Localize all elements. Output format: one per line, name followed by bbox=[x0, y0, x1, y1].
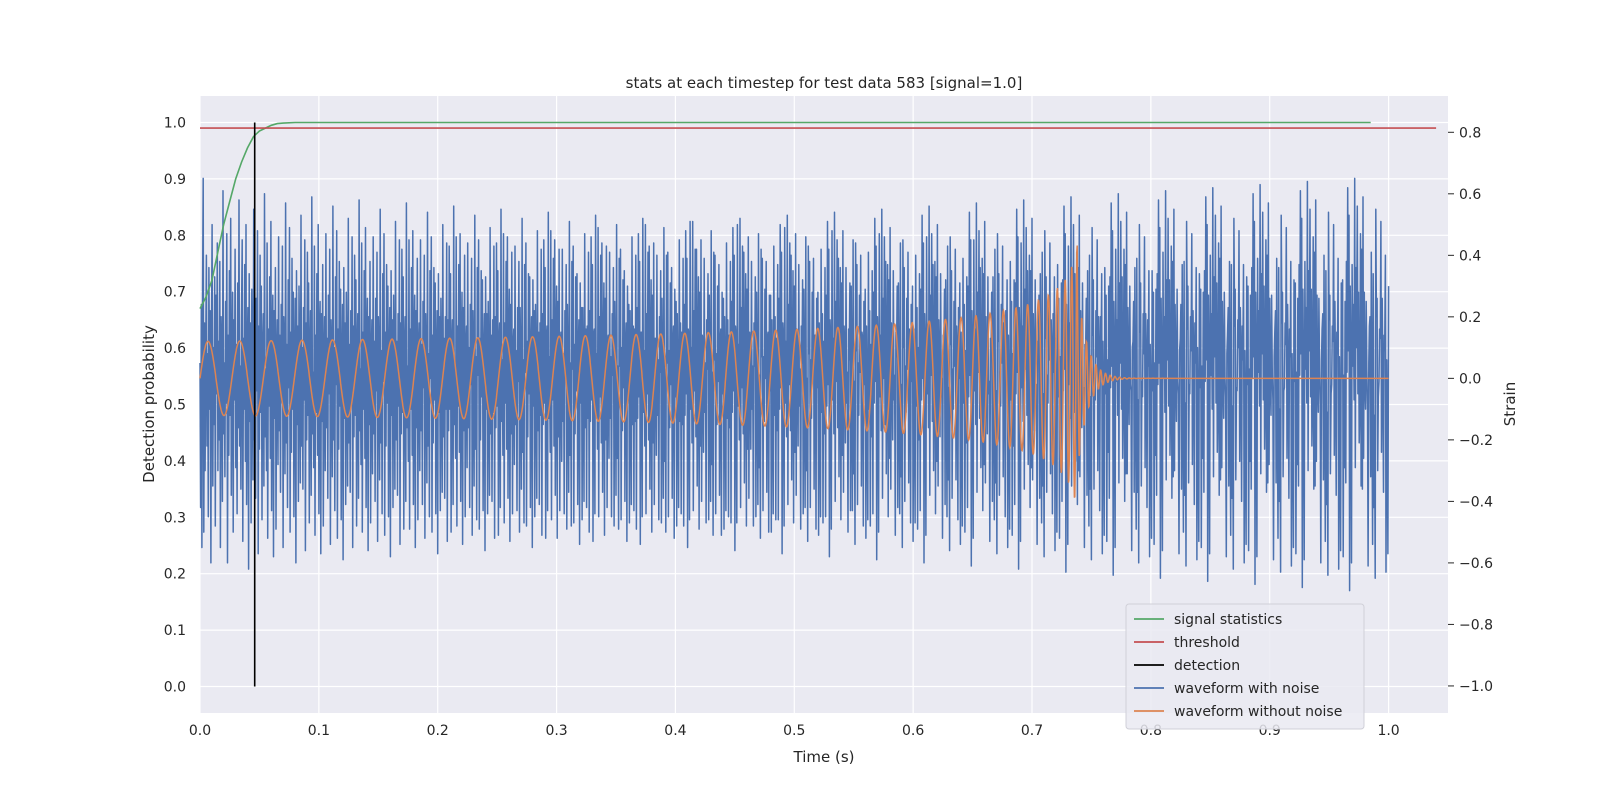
x-tick-label: 0.3 bbox=[545, 723, 567, 739]
legend-label: threshold bbox=[1174, 635, 1240, 651]
y-right-tick-label: 0.2 bbox=[1459, 310, 1481, 326]
x-tick-labels: 0.0 0.1 0.2 0.3 0.4 0.5 0.6 0.7 0.8 0.9 1.0 bbox=[189, 723, 1400, 739]
x-tick-label: 0.7 bbox=[1021, 723, 1043, 739]
legend-label: detection bbox=[1174, 658, 1240, 674]
x-tick-label: 1.0 bbox=[1377, 723, 1399, 739]
y-left-tick-label: 0.0 bbox=[164, 679, 186, 695]
waveform-without-noise-line bbox=[199, 245, 1389, 498]
y-left-tick-label: 1.0 bbox=[164, 116, 186, 132]
y-left-tick-labels: 0.0 0.1 0.2 0.3 0.4 0.5 0.6 0.7 0.8 0.9 1.0 bbox=[164, 116, 186, 696]
legend-label: waveform with noise bbox=[1174, 681, 1319, 697]
y-left-tick-label: 0.3 bbox=[164, 510, 186, 526]
y-left-tick-label: 0.2 bbox=[164, 567, 186, 583]
y-left-tick-label: 0.4 bbox=[164, 454, 186, 470]
x-tick-label: 0.6 bbox=[902, 723, 924, 739]
series-layer bbox=[199, 121, 1437, 687]
x-tick-label: 0.1 bbox=[308, 723, 330, 739]
y-right-tick-label: −0.6 bbox=[1459, 556, 1493, 572]
x-tick-label: 0.5 bbox=[783, 723, 805, 739]
x-tick-label: 0.2 bbox=[427, 723, 449, 739]
y-right-tick-label: 0.8 bbox=[1459, 125, 1481, 141]
chart-title: stats at each timestep for test data 583… bbox=[626, 74, 1023, 92]
y-right-tick-label: −0.4 bbox=[1459, 494, 1493, 510]
y-right-tick-label: 0.6 bbox=[1459, 187, 1481, 203]
x-tick-label: 0.4 bbox=[664, 723, 686, 739]
y-left-tick-label: 0.5 bbox=[164, 398, 186, 414]
legend-label: waveform without noise bbox=[1174, 704, 1342, 720]
y-right-tick-label: 0.0 bbox=[1459, 371, 1481, 387]
legend-box bbox=[1125, 603, 1365, 730]
x-tick-label: 0.0 bbox=[189, 723, 211, 739]
y-right-axis-label: Strain bbox=[1501, 382, 1519, 426]
y-left-axis-label: Detection probability bbox=[140, 325, 158, 483]
y-right-tick-label: −0.2 bbox=[1459, 433, 1493, 449]
y-left-tick-label: 0.1 bbox=[164, 623, 186, 639]
waveform-with-noise-line bbox=[199, 177, 1390, 592]
y-right-tick-labels: −1.0 −0.8 −0.6 −0.4 −0.2 0.0 0.2 0.4 0.6 0.8 bbox=[1448, 125, 1493, 695]
y-left-tick-label: 0.9 bbox=[164, 172, 186, 188]
legend-label: signal statistics bbox=[1174, 612, 1282, 628]
y-right-tick-label: −0.8 bbox=[1459, 617, 1493, 633]
legend: signal statistics threshold detection wavef… bbox=[1125, 603, 1365, 730]
y-left-tick-label: 0.7 bbox=[164, 285, 186, 301]
y-left-tick-label: 0.8 bbox=[164, 228, 186, 244]
y-right-tick-label: −1.0 bbox=[1459, 679, 1493, 695]
x-axis-label: Time (s) bbox=[793, 748, 855, 766]
y-left-tick-label: 0.6 bbox=[164, 341, 186, 357]
y-right-tick-label: 0.4 bbox=[1459, 248, 1481, 264]
